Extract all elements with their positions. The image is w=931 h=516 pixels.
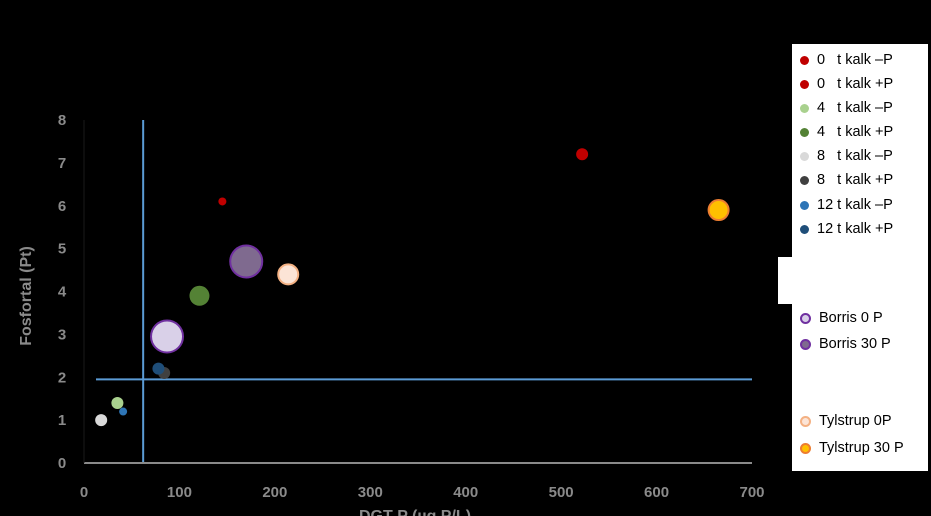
legend-marker [800,415,811,427]
data-point [707,199,730,222]
x-tick-label: 200 [262,484,287,501]
y-axis-label: Fosfortal (Pt) [18,246,35,346]
legend-item: Tylstrup 0P [800,409,892,433]
legend-item: 8 t kalk +P [800,168,893,192]
data-point [229,244,264,279]
legend-marker [800,442,811,454]
legend-item: 12 t kalk –P [800,193,893,217]
data-point [150,319,185,354]
x-tick-label: 0 [80,484,88,501]
legend-panel-tylstrup [792,411,928,471]
data-point [111,396,124,409]
legend-label: Borris 0 P [819,310,883,326]
legend-marker [800,200,809,210]
y-tick-label: 6 [58,198,66,215]
legend-label: 12 t kalk +P [817,221,894,237]
data-point [95,414,108,427]
y-tick-label: 1 [58,412,66,429]
y-tick-label: 2 [58,369,66,386]
legend-item: Tylstrup 30 P [800,436,904,460]
legend-panel-blank [792,367,928,411]
x-axis-label: DGT P (µg P/L) [359,508,471,516]
y-tick-label: 5 [58,241,66,258]
y-tick-label: 7 [58,155,66,172]
legend-item: 4 t kalk –P [800,96,893,120]
legend-label: Tylstrup 30 P [819,440,904,456]
legend-marker [800,79,809,89]
data-point [152,362,165,375]
legend-panel-borris [792,304,928,367]
legend-panel-reference [778,257,928,304]
legend-item: Borris 0 P [800,306,883,330]
y-tick-label: 3 [58,326,66,343]
legend-marker [800,127,809,137]
legend-item: 4 t kalk +P [800,120,893,144]
x-tick-label: 500 [549,484,574,501]
legend-marker [800,312,811,324]
legend: 0 t kalk –P 0 t kalk +P 4 t kalk –P 4 t kal… [800,0,928,516]
data-point [189,285,210,306]
legend-item: 8 t kalk –P [800,144,893,168]
data-point [576,148,589,161]
legend-label: 8 t kalk +P [817,172,894,188]
legend-item: 12 t kalk +P [800,217,893,241]
legend-marker [800,338,811,350]
legend-label: 0 t kalk +P [817,76,894,92]
legend-marker [800,103,809,113]
x-tick-label: 100 [167,484,192,501]
data-point [119,407,128,416]
legend-item: Borris 30 P [800,332,891,356]
legend-marker [800,175,809,185]
legend-panel-lime [792,44,928,258]
y-tick-label: 8 [58,112,66,129]
y-tick-label: 4 [58,284,67,301]
x-tick-label: 400 [453,484,478,501]
legend-marker [800,224,809,234]
legend-marker [800,151,809,161]
data-point [277,263,300,286]
y-tick-label: 0 [58,455,66,472]
legend-label: 4 t kalk +P [817,124,894,140]
legend-label: 8 t kalk –P [817,148,893,164]
legend-label: Tylstrup 0P [819,413,892,429]
legend-label: Borris 30 P [819,336,891,352]
legend-marker [800,55,809,65]
legend-item: 0 t kalk +P [800,72,893,96]
x-tick-label: 600 [644,484,669,501]
legend-label: 12 t kalk –P [817,197,893,213]
legend-item: 0 t kalk –P [800,48,893,72]
legend-label: 0 t kalk –P [817,52,893,68]
data-point [218,197,227,206]
legend-label: 4 t kalk –P [817,100,893,116]
x-tick-label: 300 [358,484,383,501]
x-tick-label: 700 [739,484,764,501]
